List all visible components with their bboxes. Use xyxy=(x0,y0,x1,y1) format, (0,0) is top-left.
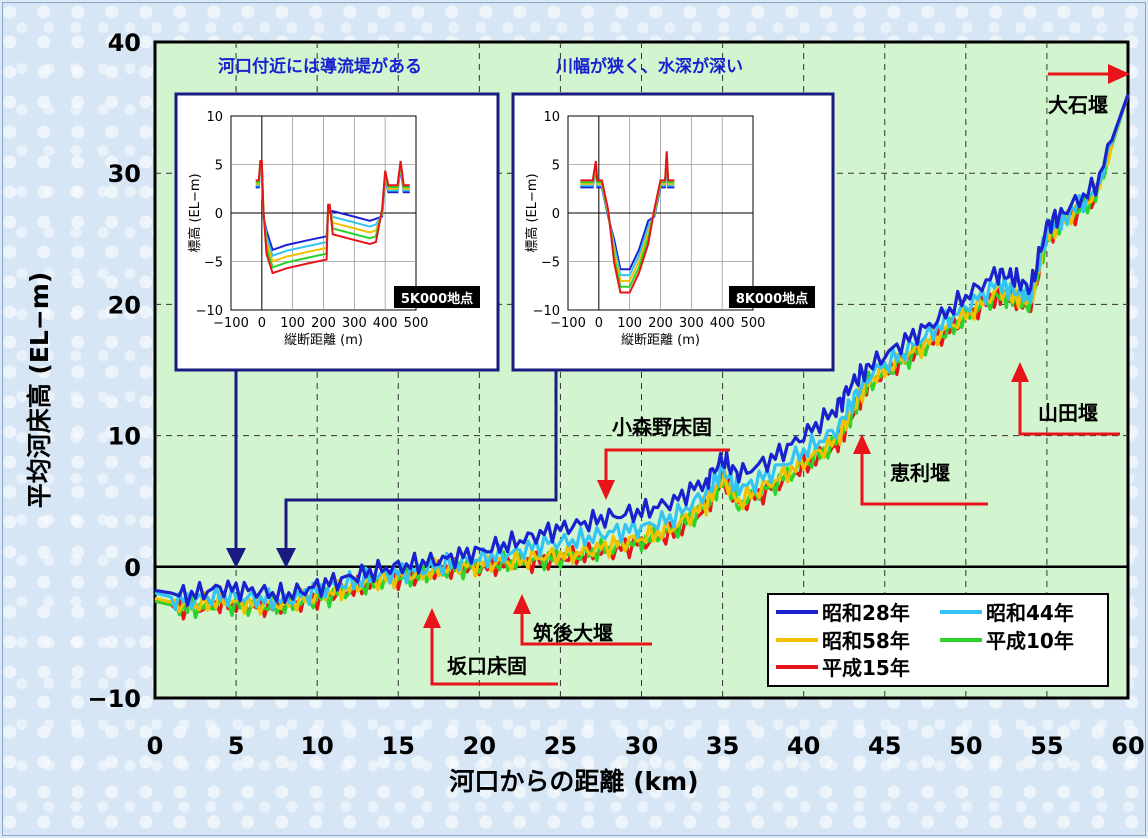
inset-x-tick: 0 xyxy=(258,316,266,331)
series-line-0 xyxy=(154,93,1130,607)
x-tick-label: 45 xyxy=(868,732,901,760)
inset-2: 川幅が狭く、水深が深い −100 0 100 200 300 400 500 10 5 0 −5 −10… xyxy=(511,56,835,372)
inset-x-tick: 500 xyxy=(404,316,429,331)
inset-y-tick: −5 xyxy=(204,256,223,271)
inset-y-tick: 5 xyxy=(552,159,560,174)
arrow-line xyxy=(1018,380,1120,436)
arrow-head xyxy=(1011,362,1029,382)
arrow-head xyxy=(1108,64,1130,84)
inset-x-tick: 0 xyxy=(595,316,603,331)
x-tick-label: 25 xyxy=(544,732,577,760)
inset-y-tick: 10 xyxy=(543,110,560,125)
x-tick-label: 35 xyxy=(706,732,739,760)
legend-box xyxy=(767,593,1109,687)
inset-y-label: 標高 (EL−m) xyxy=(524,173,540,252)
inset-y-label: 標高 (EL−m) xyxy=(187,173,203,252)
legend-label: 平成10年 xyxy=(986,629,1074,653)
inset-title: 河口付近には導流堤がある xyxy=(218,56,422,77)
inset-title: 川幅が狭く、水深が深い xyxy=(555,56,743,77)
inset-label: 8K000地点 xyxy=(736,291,808,307)
inset-x-tick: −100 xyxy=(550,316,586,331)
arrow-head xyxy=(853,434,871,454)
y-axis-label: 平均河床高 (EL−m) xyxy=(25,272,54,509)
x-tick-label: 55 xyxy=(1030,732,1063,760)
x-tick-label: 60 xyxy=(1111,732,1144,760)
x-tick-label: 0 xyxy=(147,732,164,760)
inset-label-box xyxy=(394,286,480,308)
y-tick-label: 40 xyxy=(108,29,141,57)
inset-x-tick: 100 xyxy=(617,316,642,331)
pointer-head xyxy=(226,548,246,568)
inset-1: 河口付近には導流堤がある −100 0 100 200 300 400 500 10 5 0 −5 −1… xyxy=(174,56,500,372)
x-tick-label: 50 xyxy=(949,732,982,760)
x-tick-label: 40 xyxy=(787,732,820,760)
series-group xyxy=(154,93,1130,621)
inset-y-tick: 5 xyxy=(215,159,223,174)
inset-label: 5K000地点 xyxy=(401,291,473,307)
legend-label: 昭和28年 xyxy=(822,601,910,625)
arrow-line xyxy=(520,614,652,646)
legend-label: 昭和58年 xyxy=(822,629,910,653)
arrow-line xyxy=(604,448,730,480)
annotation-label: 恵利堰 xyxy=(890,461,950,485)
x-axis-label: 河口からの距離 (km) xyxy=(449,767,698,796)
x-tick-label: 15 xyxy=(382,732,415,760)
inset-y-tick: 0 xyxy=(552,207,560,222)
inset-x-tick: 300 xyxy=(342,316,367,331)
pointer-line xyxy=(284,370,558,548)
y-tick-label: 10 xyxy=(108,423,141,451)
inset-y-tick: −10 xyxy=(196,304,223,319)
arrow-line xyxy=(860,452,988,506)
inset-x-tick: 400 xyxy=(710,316,735,331)
inset-x-tick: 300 xyxy=(679,316,704,331)
pointer-head xyxy=(276,548,296,568)
inset-x-tick: 200 xyxy=(311,316,336,331)
arrow-head xyxy=(597,480,615,500)
x-tick-label: 10 xyxy=(300,732,333,760)
inset-y-tick: 10 xyxy=(206,110,223,125)
x-ticks: 0 5 10 15 20 25 30 35 40 45 50 55 60 xyxy=(147,732,1145,760)
y-tick-label: 30 xyxy=(108,160,141,188)
inset-series-line xyxy=(580,151,675,294)
legend-label: 平成15年 xyxy=(822,656,910,680)
y-tick-label: 20 xyxy=(108,291,141,319)
arrow-line xyxy=(430,628,558,686)
x-tick-label: 20 xyxy=(463,732,496,760)
x-tick-label: 5 xyxy=(228,732,245,760)
y-tick-label: −10 xyxy=(87,685,141,713)
insets: 河口付近には導流堤がある−100 0 100 200 300 400 5001050−5−1… xyxy=(174,56,835,568)
annotation-label: 山田堰 xyxy=(1038,401,1098,425)
y-ticks: 40 30 20 10 0 −10 xyxy=(87,29,141,713)
inset-x-tick: 400 xyxy=(373,316,398,331)
inset-x-label: 縦断距離 (m) xyxy=(621,333,700,348)
annotation-label: 大石堰 xyxy=(1048,93,1108,117)
inset-y-tick: 0 xyxy=(215,207,223,222)
y-tick-label: 0 xyxy=(124,554,141,582)
annotation-label: 小森野床固 xyxy=(612,415,712,439)
inset-label-box xyxy=(729,286,815,308)
annotation-label: 坂口床固 xyxy=(447,654,527,678)
inset-x-tick: 100 xyxy=(280,316,305,331)
x-tick-label: 30 xyxy=(625,732,658,760)
arrow-head xyxy=(423,608,441,628)
inset-y-tick: −10 xyxy=(533,304,560,319)
arrow-head xyxy=(513,594,531,614)
inset-y-tick: −5 xyxy=(541,256,560,271)
inset-series-line xyxy=(255,160,410,275)
inset-x-label: 縦断距離 (m) xyxy=(284,333,363,348)
inset-x-tick: −100 xyxy=(213,316,249,331)
inset-x-tick: 200 xyxy=(648,316,673,331)
annotation-label: 筑後大堰 xyxy=(533,621,613,645)
legend-label: 昭和44年 xyxy=(986,601,1074,625)
inset-x-tick: 500 xyxy=(741,316,766,331)
